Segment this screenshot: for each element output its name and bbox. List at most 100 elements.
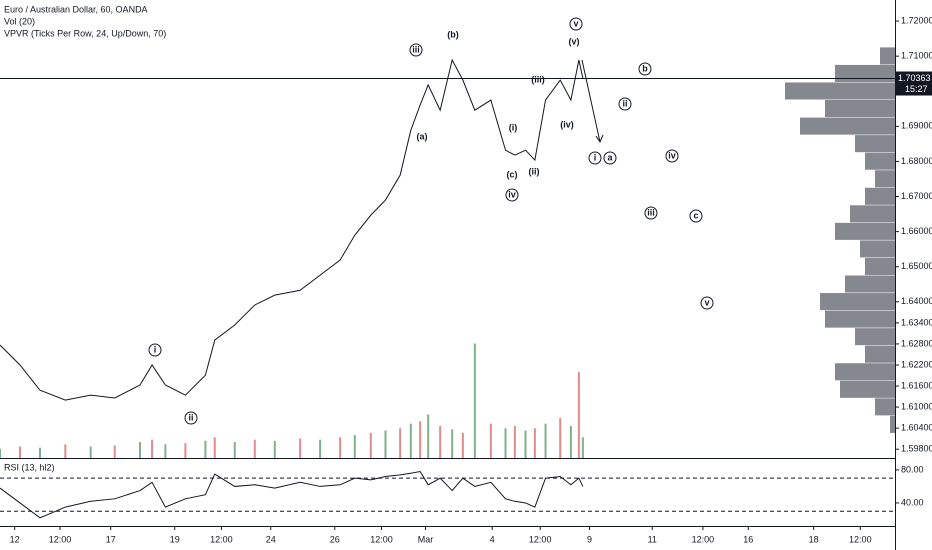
volume-bar <box>299 438 302 458</box>
wave-label: iv <box>508 189 516 199</box>
volume-bar <box>451 429 454 458</box>
x-tick-label: 12:00 <box>49 534 72 544</box>
line-series <box>0 471 584 519</box>
volume-bar <box>384 430 387 458</box>
volume-bar <box>504 428 507 458</box>
wave-label: iii <box>647 207 655 217</box>
volume-profile-bar <box>860 240 895 258</box>
volume-profile-bar <box>865 345 895 363</box>
volume-bar <box>139 441 142 458</box>
y-tick-label: 1.72000 <box>901 15 932 25</box>
wave-circle <box>409 43 423 57</box>
wave-label: v <box>704 297 709 307</box>
x-tick-label: 24 <box>266 534 276 544</box>
x-tick-label: 12 <box>10 534 20 544</box>
wave-circle <box>148 343 162 357</box>
volume-bar <box>319 439 322 458</box>
last-price-label: 1.70363 <box>898 73 931 83</box>
y-tick-label: 1.69000 <box>901 121 932 131</box>
volume-profile-bar <box>865 257 895 276</box>
volume-bar <box>19 446 22 458</box>
profile-label: VPVR (Ticks Per Row, 24, Up/Down, 70) <box>4 28 166 38</box>
volume-bar <box>353 435 356 458</box>
wave-circle <box>588 151 602 165</box>
wave-label: i <box>154 344 157 354</box>
chart-title: Euro / Australian Dollar, 60, OANDA <box>4 4 148 14</box>
volume-profile-bar <box>825 310 895 328</box>
volume-bar <box>273 440 276 458</box>
volume-bar <box>419 421 422 458</box>
volume-bar <box>577 372 580 458</box>
volume-bar <box>151 439 154 458</box>
volume-profile-bar <box>800 117 895 135</box>
volume-bar <box>64 444 67 458</box>
volume-profile-bar <box>875 398 895 416</box>
volume-profile-bar <box>835 222 895 240</box>
volume-bar <box>489 423 492 458</box>
wave-circle <box>569 17 583 31</box>
wave-label: a <box>607 152 613 162</box>
volume-bar <box>369 432 372 458</box>
volume-profile-bar <box>855 135 895 153</box>
wave-label: ii <box>188 412 193 422</box>
wave-label: iv <box>668 150 676 160</box>
y-tick-label: 40.00 <box>901 497 924 507</box>
wave-label: (iv) <box>560 119 574 129</box>
countdown-label: 15:27 <box>905 84 928 94</box>
wave-label: v <box>573 18 578 28</box>
x-tick-label: 18 <box>809 534 819 544</box>
volume-bar <box>409 423 412 458</box>
y-tick-label: 1.66000 <box>901 226 932 236</box>
y-tick-label: 1.64000 <box>901 296 932 306</box>
wave-circle <box>700 296 714 310</box>
wave-label: (c) <box>507 169 518 179</box>
volume-bar <box>204 440 207 458</box>
wave-circle <box>644 206 658 220</box>
volume-profile-bar <box>845 275 895 293</box>
volume-profile-bar <box>820 293 895 311</box>
wave-label: (b) <box>447 29 459 39</box>
x-tick-label: 9 <box>587 534 592 544</box>
volume-bar <box>569 425 572 458</box>
wave-label: ii <box>622 98 627 108</box>
x-tick-label: 17 <box>106 534 116 544</box>
wave-label: (i) <box>509 122 518 132</box>
wave-label: (v) <box>569 36 580 46</box>
y-tick-label: 1.71000 <box>901 51 932 61</box>
y-tick-label: 1.59800 <box>901 444 932 454</box>
volume-bar <box>339 437 342 458</box>
volume-bar <box>461 432 464 458</box>
volume-bar <box>473 343 476 458</box>
volume-profile-bar <box>865 187 895 205</box>
x-tick-label: 4 <box>490 534 495 544</box>
x-tick-label: 12:00 <box>370 534 393 544</box>
x-tick-label: 12:00 <box>529 534 552 544</box>
volume-profile-bar <box>785 82 895 100</box>
volume-profile-bar <box>850 205 895 223</box>
volume-label: Vol (20) <box>4 16 35 26</box>
volume-profile-bar <box>865 152 895 170</box>
volume-bar <box>524 430 527 458</box>
volume-bar <box>427 414 430 458</box>
y-tick-label: 1.62800 <box>901 338 932 348</box>
volume-profile-bar <box>835 363 895 381</box>
line-series <box>0 58 584 401</box>
x-tick-label: 12:00 <box>210 534 233 544</box>
x-tick-label: 11 <box>648 534 657 544</box>
y-tick-label: 1.65000 <box>901 261 932 271</box>
wave-label: b <box>642 63 648 73</box>
volume-bar <box>213 437 216 458</box>
wave-circle <box>665 149 679 163</box>
x-tick-label: 16 <box>743 534 753 544</box>
volume-bar <box>513 425 516 458</box>
wave-circle <box>505 188 519 202</box>
volume-bar <box>581 437 584 458</box>
volume-profile-bar <box>875 170 895 188</box>
wave-circle <box>689 209 703 223</box>
wave-circle <box>618 97 632 111</box>
volume-bar <box>253 439 256 458</box>
x-tick-label: 12:00 <box>692 534 715 544</box>
volume-profile-bar <box>825 100 895 118</box>
x-tick-label: Mar <box>418 534 434 544</box>
